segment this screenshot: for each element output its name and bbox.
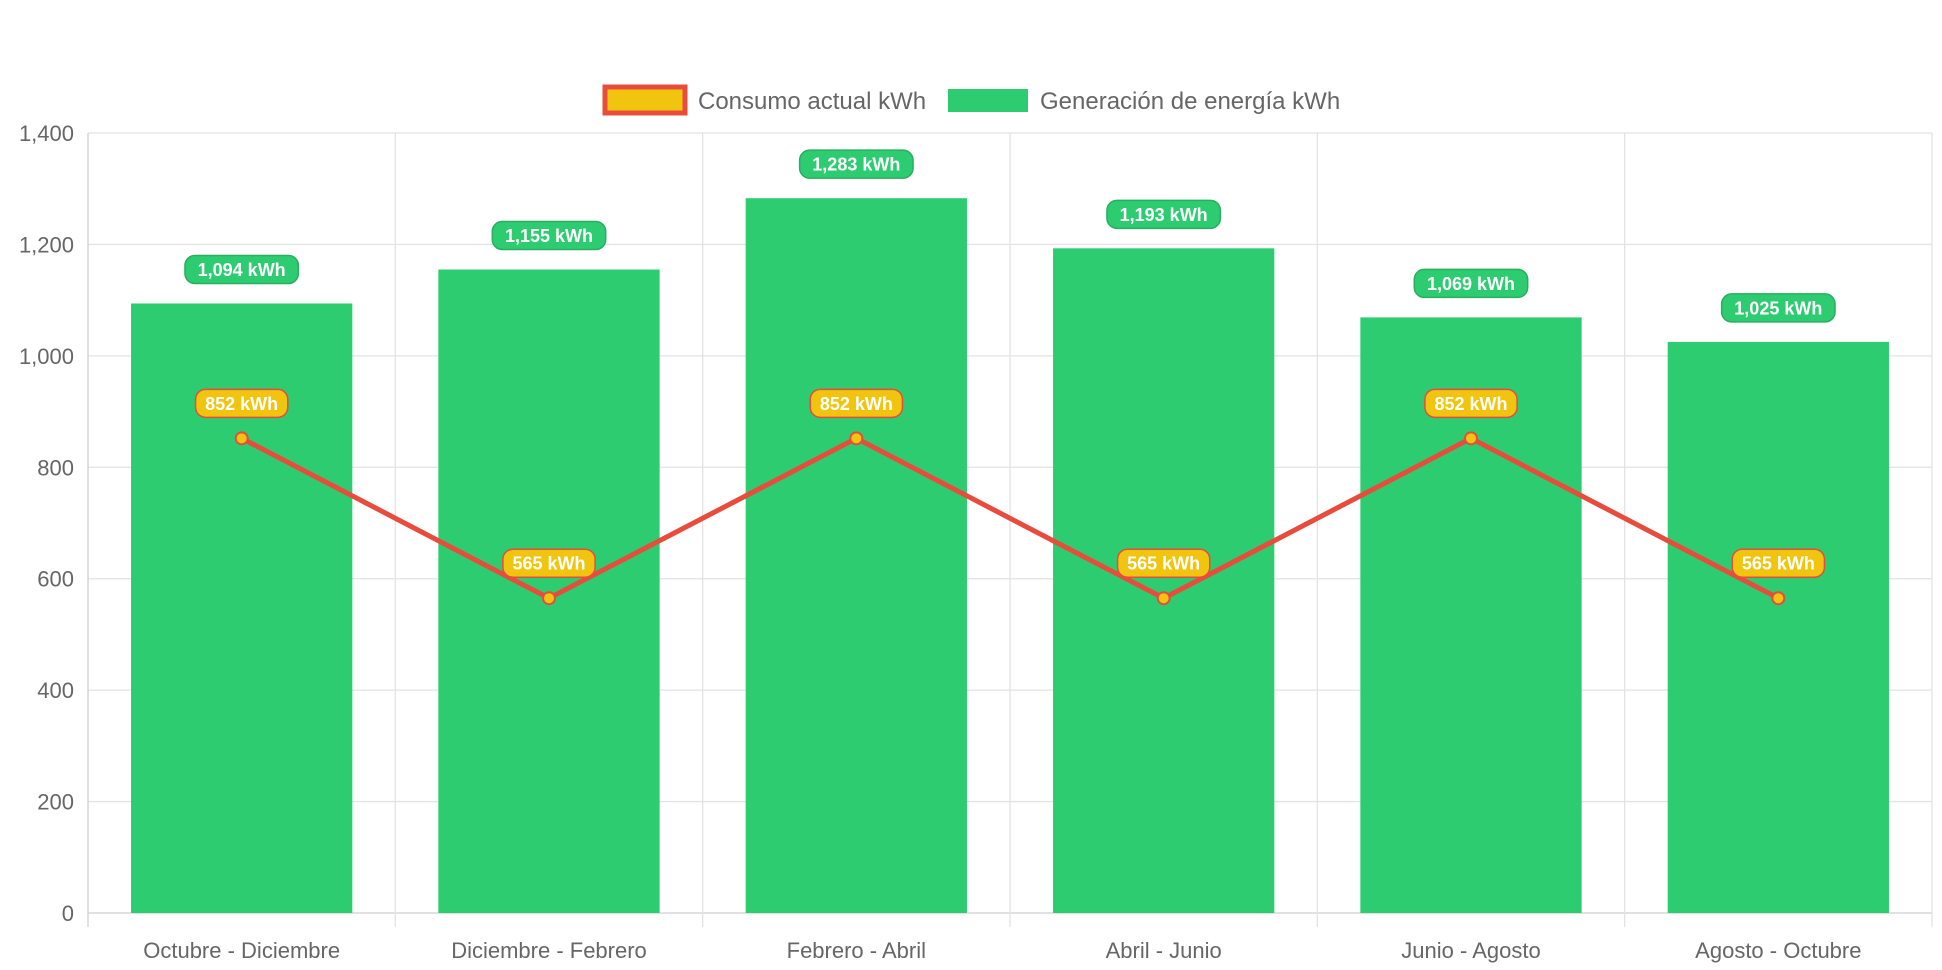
line-data-label-text: 852 kWh bbox=[1434, 394, 1507, 414]
line-point bbox=[1156, 591, 1171, 606]
bar-data-label-text: 1,193 kWh bbox=[1120, 205, 1208, 225]
line-data-label-text: 852 kWh bbox=[820, 394, 893, 414]
line-data-label-text: 852 kWh bbox=[205, 394, 278, 414]
y-tick-label: 0 bbox=[62, 901, 74, 926]
line-data-label-text: 565 kWh bbox=[512, 554, 585, 574]
line-data-label-bg bbox=[502, 548, 596, 578]
x-axis-ticks: Octubre - Diciembre Diciembre - Febrero Fe… bbox=[143, 938, 1861, 963]
y-tick-label: 400 bbox=[37, 678, 74, 703]
bar-data-label-text: 1,155 kWh bbox=[505, 226, 593, 246]
line-data-label-bg bbox=[1731, 548, 1826, 578]
y-axis-ticks: 0 200 400 600 800 1,000 1,200 1,400 bbox=[19, 121, 74, 926]
line-point bbox=[542, 591, 556, 606]
x-tick-label: Diciembre - Febrero bbox=[451, 938, 647, 963]
bar-data-label: 1,155 kWh bbox=[491, 220, 607, 251]
legend-swatch-generacion bbox=[948, 89, 1028, 112]
bar-data-label-bg bbox=[491, 220, 607, 251]
line-path bbox=[240, 435, 1780, 601]
y-tick-label: 1,200 bbox=[19, 232, 74, 257]
line-point bbox=[1771, 591, 1786, 606]
legend-label-consumo: Consumo actual kWh bbox=[698, 88, 926, 115]
line-point bbox=[1464, 431, 1478, 446]
bar-data-label: 1,193 kWh bbox=[1106, 199, 1222, 230]
x-tick-label: Agosto - Octubre bbox=[1695, 938, 1861, 963]
bar bbox=[745, 198, 967, 913]
line-data-label-bg bbox=[194, 388, 289, 419]
bar-data-label-text: 1,094 kWh bbox=[198, 260, 286, 280]
line-data-label-text: 565 kWh bbox=[1742, 554, 1815, 574]
bar-data-label-bg bbox=[1106, 199, 1222, 230]
bar-data-label-bg bbox=[1413, 268, 1529, 299]
y-tick-label: 200 bbox=[37, 790, 74, 815]
y-tick-label: 600 bbox=[37, 567, 74, 592]
bar-data-label: 1,069 kWh bbox=[1413, 268, 1529, 299]
x-tick-label: Abril - Junio bbox=[1106, 938, 1222, 963]
x-tick-label: Octubre - Diciembre bbox=[143, 938, 340, 963]
line-data-label-bg bbox=[809, 388, 904, 419]
y-tick-label: 800 bbox=[37, 455, 74, 480]
bar-data-label-text: 1,025 kWh bbox=[1734, 298, 1822, 318]
legend-label-generacion: Generación de energía kWh bbox=[1040, 88, 1340, 115]
line-point bbox=[234, 431, 249, 446]
y-tick-label: 1,000 bbox=[19, 344, 74, 369]
bar-data-labels: 1,094 kWh 1,155 kWh 1,283 kWh 1,193 kWh 1,06… bbox=[184, 149, 1836, 323]
line-data-labels: 852 kWh 565 kWh 852 kWh 565 kWh 852 kWh 565 k… bbox=[194, 388, 1826, 578]
line-data-label-bg bbox=[1116, 548, 1211, 578]
line-data-label: 852 kWh bbox=[194, 388, 289, 419]
line-data-label: 565 kWh bbox=[502, 548, 596, 578]
x-tick-label: Junio - Agosto bbox=[1401, 938, 1540, 963]
legend: Consumo actual kWh Generación de energía… bbox=[602, 84, 1340, 116]
bar bbox=[1667, 341, 1889, 913]
line-data-label: 852 kWh bbox=[809, 388, 904, 419]
bar bbox=[1053, 248, 1275, 914]
legend-item-consumo[interactable]: Consumo actual kWh bbox=[602, 84, 926, 116]
line-data-label-bg bbox=[1424, 388, 1518, 419]
bar-data-label-bg bbox=[798, 149, 914, 179]
line-series bbox=[234, 431, 1786, 606]
bar-data-label-bg bbox=[184, 254, 300, 285]
grid bbox=[87, 132, 1933, 927]
bar-data-label: 1,283 kWh bbox=[798, 149, 914, 179]
bar-data-label-text: 1,069 kWh bbox=[1427, 274, 1515, 294]
line-point bbox=[849, 431, 864, 446]
line-data-label-text: 565 kWh bbox=[1127, 554, 1200, 574]
legend-item-generacion[interactable]: Generación de energía kWh bbox=[948, 88, 1340, 115]
line-data-label: 565 kWh bbox=[1731, 548, 1826, 578]
x-tick-label: Febrero - Abril bbox=[787, 938, 926, 963]
bar-data-label-bg bbox=[1720, 293, 1836, 323]
line-data-label: 565 kWh bbox=[1116, 548, 1211, 578]
bar-data-label: 1,025 kWh bbox=[1720, 293, 1836, 323]
bar-data-label-text: 1,283 kWh bbox=[812, 155, 900, 175]
bar-data-label: 1,094 kWh bbox=[184, 254, 300, 285]
bar-series bbox=[131, 198, 1889, 914]
y-tick-label: 1,400 bbox=[19, 121, 74, 146]
line-data-label: 852 kWh bbox=[1424, 388, 1518, 419]
legend-swatch-consumo bbox=[602, 84, 688, 116]
